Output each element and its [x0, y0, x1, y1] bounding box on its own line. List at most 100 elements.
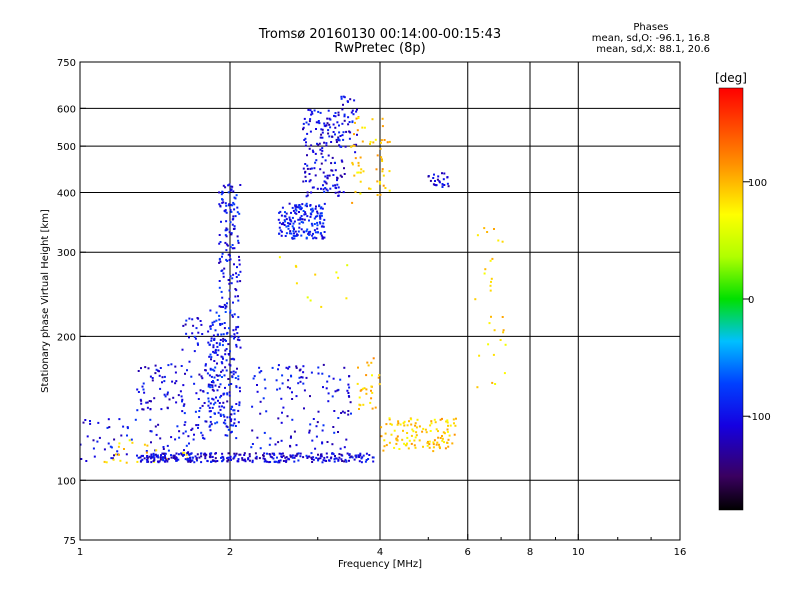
- data-point: [236, 266, 238, 269]
- data-point: [415, 431, 418, 434]
- data-point: [365, 452, 368, 455]
- data-point: [351, 163, 354, 166]
- data-point: [277, 417, 280, 420]
- data-point: [372, 456, 375, 459]
- data-point: [350, 145, 353, 148]
- data-point: [232, 201, 235, 204]
- data-point: [238, 212, 241, 215]
- data-point: [222, 393, 225, 396]
- data-point: [320, 187, 322, 190]
- data-point: [380, 139, 383, 142]
- data-point: [302, 126, 305, 129]
- data-point: [317, 231, 319, 234]
- chart-title: Tromsø 20160130 00:14:00-00:15:43: [258, 27, 502, 42]
- data-point: [170, 456, 173, 459]
- data-point: [305, 141, 307, 144]
- data-point: [321, 136, 324, 139]
- data-point: [207, 385, 210, 388]
- data-point: [218, 402, 221, 404]
- data-point: [351, 109, 354, 112]
- data-point: [218, 257, 221, 260]
- data-point: [322, 386, 324, 389]
- x-tick-label: 10: [572, 547, 585, 558]
- data-point: [321, 207, 324, 210]
- data-point: [302, 371, 305, 374]
- data-point: [283, 224, 286, 226]
- data-point: [332, 174, 335, 176]
- data-point: [221, 322, 224, 325]
- data-point: [221, 405, 223, 408]
- data-point: [230, 358, 233, 361]
- data-point: [166, 391, 169, 394]
- data-point: [302, 167, 305, 170]
- data-point: [232, 273, 235, 276]
- data-point: [341, 460, 344, 462]
- data-point: [305, 180, 307, 183]
- data-point: [162, 448, 165, 450]
- data-point: [327, 392, 330, 395]
- data-point: [235, 194, 238, 197]
- data-point: [355, 454, 358, 457]
- data-point: [351, 161, 354, 164]
- data-point: [489, 259, 492, 262]
- data-point: [258, 457, 261, 460]
- data-point: [281, 452, 284, 455]
- data-point: [310, 208, 312, 211]
- data-point: [182, 384, 185, 387]
- data-point: [316, 421, 319, 424]
- data-point: [216, 362, 218, 365]
- data-point: [406, 424, 409, 427]
- data-point: [130, 438, 133, 441]
- data-point: [229, 350, 231, 353]
- data-point: [358, 396, 361, 399]
- data-point: [89, 422, 92, 425]
- data-point: [291, 456, 294, 459]
- data-point: [314, 174, 317, 177]
- data-point: [421, 430, 424, 433]
- data-point: [237, 458, 240, 461]
- data-point: [422, 445, 424, 448]
- data-point: [233, 313, 236, 316]
- data-point: [295, 204, 298, 207]
- data-point: [162, 446, 165, 448]
- data-point: [226, 400, 229, 403]
- data-point: [310, 113, 313, 116]
- data-point: [406, 442, 408, 445]
- data-point: [269, 455, 272, 458]
- data-point: [234, 288, 237, 290]
- data-point: [306, 228, 309, 231]
- data-point: [298, 222, 301, 225]
- data-point: [110, 446, 113, 449]
- data-point: [236, 338, 239, 341]
- data-point: [332, 131, 335, 133]
- data-point: [342, 138, 345, 141]
- data-point: [443, 432, 446, 435]
- data-point: [380, 156, 383, 159]
- data-point: [298, 376, 301, 379]
- data-point: [413, 444, 416, 447]
- data-point: [225, 243, 228, 246]
- data-point: [145, 458, 148, 461]
- data-point: [314, 447, 317, 450]
- data-point: [278, 226, 281, 229]
- data-point: [363, 387, 366, 390]
- data-point: [491, 381, 494, 384]
- data-point: [446, 428, 449, 431]
- data-point: [491, 257, 494, 260]
- data-point: [215, 396, 217, 399]
- data-point: [155, 455, 158, 458]
- data-point: [232, 228, 235, 230]
- data-point: [355, 143, 358, 146]
- data-point: [187, 435, 190, 438]
- data-point: [218, 242, 221, 245]
- data-point: [442, 431, 445, 434]
- data-point: [305, 454, 308, 457]
- data-point: [226, 460, 229, 463]
- data-point: [311, 234, 314, 237]
- data-point: [226, 260, 229, 262]
- data-point: [145, 401, 148, 404]
- data-point: [311, 458, 313, 461]
- data-point: [188, 360, 191, 363]
- data-point: [279, 210, 282, 213]
